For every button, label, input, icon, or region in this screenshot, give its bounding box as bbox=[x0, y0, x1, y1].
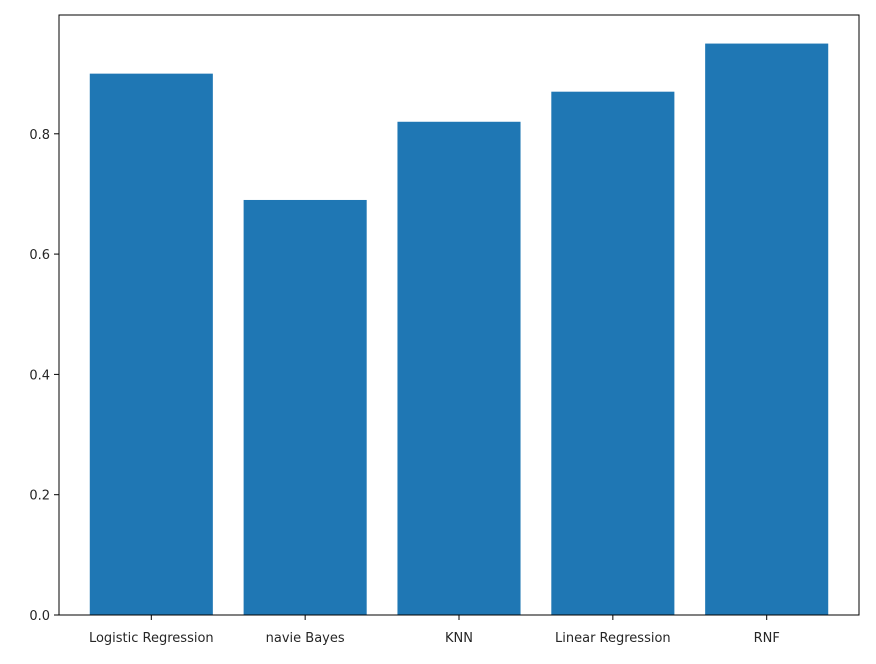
y-tick-label: 0.2 bbox=[29, 489, 50, 504]
x-tick-label: Linear Regression bbox=[555, 631, 671, 646]
bar-rnf bbox=[705, 43, 829, 616]
bar-navie-bayes bbox=[243, 199, 367, 615]
x-tick-label: KNN bbox=[445, 631, 473, 646]
x-tick-label: Logistic Regression bbox=[89, 631, 214, 646]
bar-knn bbox=[397, 121, 521, 616]
x-tick-label: RNF bbox=[754, 631, 780, 646]
y-tick-label: 0.8 bbox=[29, 128, 50, 143]
y-tick-label: 0.0 bbox=[29, 609, 50, 624]
bar-linear-regression bbox=[551, 91, 675, 616]
bar-logistic-regression bbox=[89, 73, 213, 616]
plot-frame bbox=[58, 14, 860, 616]
y-tick-label: 0.6 bbox=[29, 248, 50, 263]
y-tick-label: 0.4 bbox=[29, 368, 50, 383]
x-tick-label: navie Bayes bbox=[266, 631, 345, 646]
y-axis: 0.0 0.2 0.4 0.6 0.8 bbox=[29, 128, 59, 624]
x-axis: Logistic Regression navie Bayes KNN Linear … bbox=[89, 615, 780, 646]
bars-group bbox=[89, 43, 829, 616]
